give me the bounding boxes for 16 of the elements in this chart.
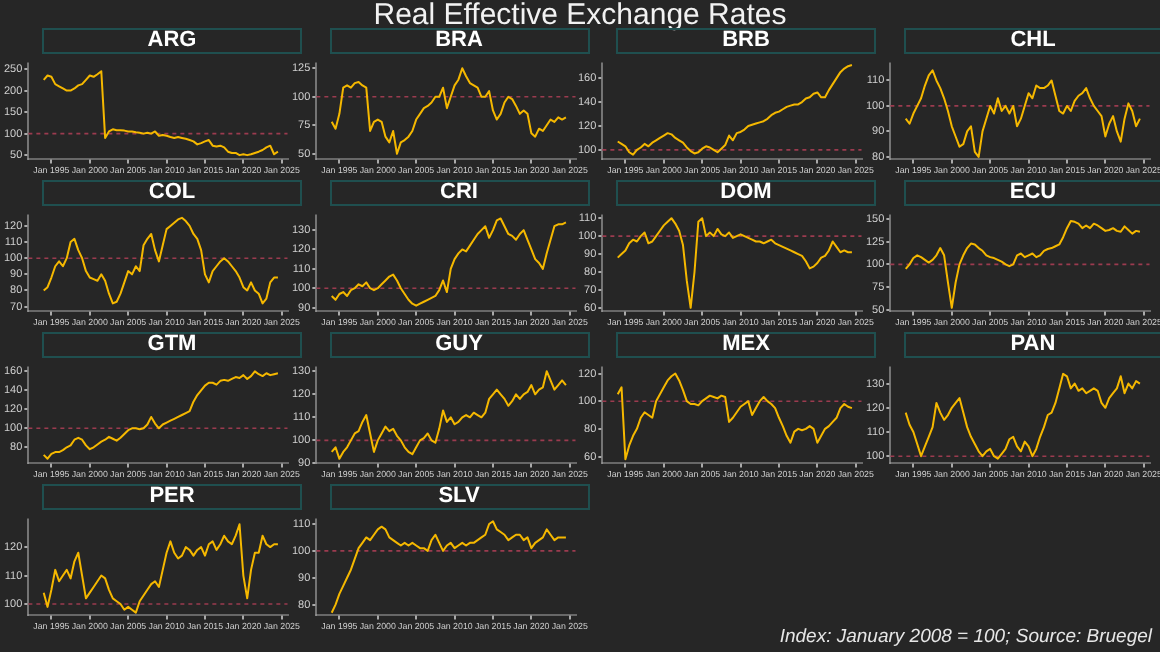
chart-title: GUY bbox=[329, 332, 589, 358]
chart-title: BRB bbox=[616, 28, 876, 54]
chart-title: ECU bbox=[903, 180, 1160, 206]
text: Index: January 2008 = 100; Source: Bruegel bbox=[779, 626, 1152, 648]
chart-title: CHL bbox=[903, 28, 1160, 54]
text: Real Effective Exchange Rates bbox=[373, 0, 787, 32]
chart-title: GTM bbox=[42, 332, 302, 358]
chart-title: PER bbox=[42, 484, 302, 510]
chart-title: MEX bbox=[616, 332, 876, 358]
chart-title: SLV bbox=[329, 484, 589, 510]
chart-title: BRA bbox=[329, 28, 589, 54]
chart-title: CRI bbox=[329, 180, 589, 206]
chart-title: COL bbox=[42, 180, 302, 206]
chart-title: DOM bbox=[616, 180, 876, 206]
chart-title: ARG bbox=[42, 28, 302, 54]
chart-title: PAN bbox=[903, 332, 1160, 358]
